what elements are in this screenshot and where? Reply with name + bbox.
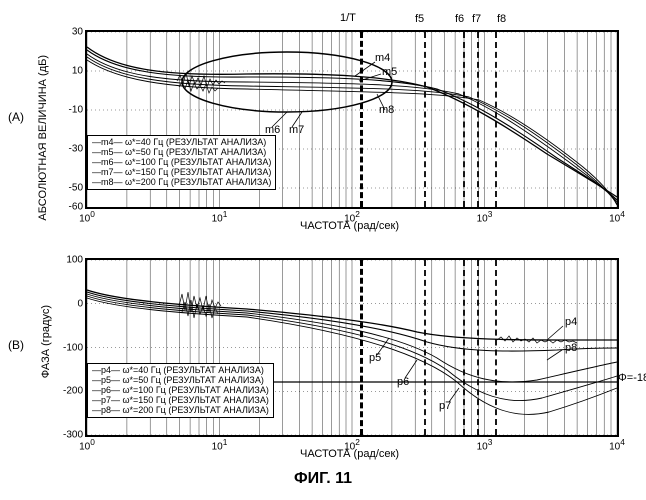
vline-f7-b <box>477 260 479 435</box>
legend-b: —p4— ω*=40 Гц (РЕЗУЛЬТАТ АНАЛИЗА) —p5— ω… <box>87 363 274 418</box>
panel-b-xlabel: ЧАСТОТА (рад/сек) <box>300 448 399 460</box>
panel-a-label: (A) <box>8 110 24 124</box>
xtick: 100 <box>79 207 95 224</box>
legend-row: —p8— ω*=200 Гц (РЕЗУЛЬТАТ АНАЛИЗА) <box>92 406 269 416</box>
vline-f6-a <box>463 32 465 207</box>
annot-m7: m7 <box>289 124 304 136</box>
ytick: -30 <box>69 144 87 155</box>
ytick: 100 <box>66 255 87 266</box>
ytick: -10 <box>69 104 87 115</box>
xtick: 104 <box>609 435 625 452</box>
xtick: 101 <box>212 207 228 224</box>
annot-p5: p5 <box>369 352 381 364</box>
ytick: -200 <box>63 386 87 397</box>
ytick: 0 <box>77 298 87 309</box>
vline-f7-a <box>477 32 479 207</box>
vline-1overT-b <box>360 260 363 435</box>
panel-a-ylabel: АБСОЛЮТНАЯ ВЕЛИЧИНА (дБ) <box>37 55 49 221</box>
vline-f5-b <box>424 260 426 435</box>
panel-b-label: (B) <box>8 338 24 352</box>
vline-f8-b <box>495 260 497 435</box>
annot-f6: f6 <box>455 13 464 25</box>
annot-p6: p6 <box>397 376 409 388</box>
xtick: 103 <box>477 435 493 452</box>
annot-m4: m4 <box>375 52 390 64</box>
xtick: 104 <box>609 207 625 224</box>
xtick: 103 <box>477 207 493 224</box>
vline-f6-b <box>463 260 465 435</box>
annot-m8: m8 <box>379 104 394 116</box>
ytick: 30 <box>72 27 87 38</box>
legend-a: —m4— ω*=40 Гц (РЕЗУЛЬТАТ АНАЛИЗА) —m5— ω… <box>87 135 276 190</box>
vline-1overT-a <box>360 32 363 207</box>
panel-a-xlabel: ЧАСТОТА (рад/сек) <box>300 220 399 232</box>
panel-b-ylabel: ФАЗА (градус) <box>40 305 52 378</box>
ytick: -50 <box>69 182 87 193</box>
annot-m5: m5 <box>382 66 397 78</box>
annot-phi180: Φ=-180 <box>618 372 646 384</box>
annot-f5: f5 <box>415 13 424 25</box>
ytick: 10 <box>72 65 87 76</box>
figure: (A) АБСОЛЮТНАЯ ВЕЛИЧИНА (дБ) <box>0 0 646 500</box>
vline-f5-a <box>424 32 426 207</box>
annot-p4: p4 <box>565 316 577 328</box>
xtick: 100 <box>79 435 95 452</box>
legend-row: —m8— ω*=200 Гц (РЕЗУЛЬТАТ АНАЛИЗА) <box>92 178 271 188</box>
annot-f8: f8 <box>497 13 506 25</box>
ytick: -100 <box>63 342 87 353</box>
annot-1overT: 1/T <box>340 12 356 24</box>
xtick: 101 <box>212 435 228 452</box>
vline-f8-a <box>495 32 497 207</box>
figure-caption: ФИГ. 11 <box>0 470 646 488</box>
annot-p7: p7 <box>439 400 451 412</box>
annot-f7: f7 <box>472 13 481 25</box>
annot-p8: p8 <box>565 342 577 354</box>
